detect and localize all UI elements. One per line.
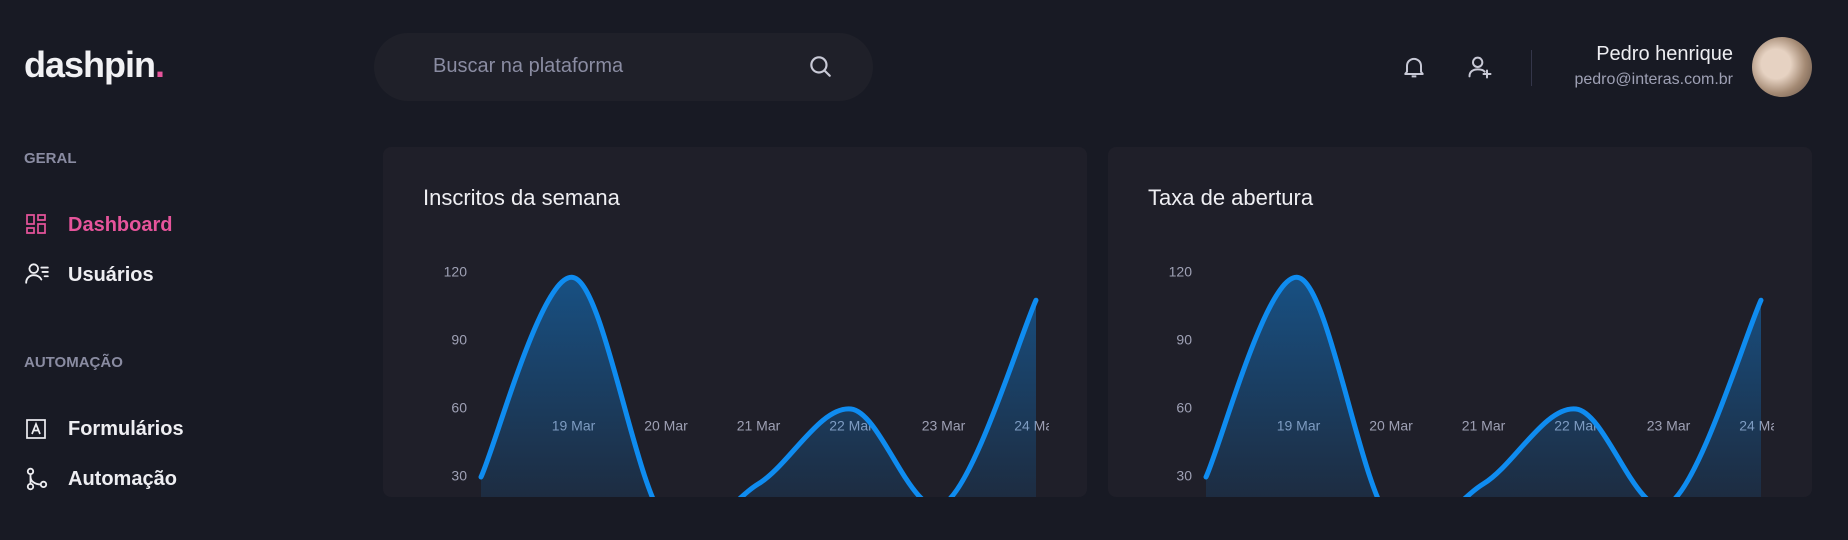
logo[interactable]: dashpin. bbox=[24, 44, 165, 86]
brand-name: dashpin bbox=[24, 44, 156, 85]
y-tick-label: 30 bbox=[451, 468, 467, 484]
y-tick-label: 120 bbox=[444, 264, 468, 280]
search-placeholder: Buscar na plataforma bbox=[433, 55, 624, 77]
user-name: Pedro henrique bbox=[1596, 43, 1733, 65]
search-icon bbox=[810, 56, 831, 77]
brand-dot: . bbox=[155, 44, 165, 85]
x-tick-label: 23 Mar bbox=[922, 418, 966, 434]
x-tick-label: 21 Mar bbox=[737, 418, 781, 434]
dashboard-icon bbox=[26, 214, 46, 234]
line bbox=[478, 275, 1039, 497]
nav-item[interactable]: Formulários bbox=[68, 418, 184, 440]
automation-icon bbox=[26, 467, 48, 491]
y-tick-label: 120 bbox=[1169, 264, 1193, 280]
y-tick-label: 60 bbox=[451, 400, 467, 416]
add-user-icon[interactable] bbox=[1466, 53, 1494, 81]
chart-title: Taxa de abertura bbox=[1148, 185, 1314, 210]
chart-card: Taxa de abertura030609012019 Mar20 Mar21… bbox=[1108, 147, 1812, 497]
y-tick-label: 90 bbox=[1176, 332, 1192, 348]
area bbox=[481, 277, 1036, 497]
nav-item[interactable]: Automação bbox=[68, 468, 177, 490]
x-tick-label: 20 Mar bbox=[644, 418, 688, 434]
avatar[interactable] bbox=[1752, 37, 1812, 97]
y-tick-label: 60 bbox=[1176, 400, 1192, 416]
x-tick-label: 21 Mar bbox=[1462, 418, 1506, 434]
search-box[interactable]: Buscar na plataforma bbox=[374, 33, 873, 101]
forms-icon bbox=[26, 419, 46, 439]
nav-section: GERAL bbox=[24, 150, 77, 167]
x-tick-label: 23 Mar bbox=[1647, 418, 1691, 434]
nav-item[interactable]: Usuários bbox=[68, 264, 154, 286]
y-tick-label: 90 bbox=[451, 332, 467, 348]
nav-section: AUTOMAÇÃO bbox=[24, 354, 123, 371]
users-icon bbox=[25, 263, 49, 284]
user-email: pedro@interas.com.br bbox=[1574, 71, 1733, 88]
nav-item[interactable]: Dashboard bbox=[68, 214, 173, 236]
chart-title: Inscritos da semana bbox=[423, 185, 620, 210]
divider bbox=[1531, 50, 1532, 86]
x-tick-label: 20 Mar bbox=[1369, 418, 1413, 434]
chart-card: Inscritos da semana030609012019 Mar20 Ma… bbox=[383, 147, 1087, 497]
area bbox=[1206, 277, 1761, 497]
line bbox=[1203, 275, 1764, 497]
notifications-icon[interactable] bbox=[1400, 53, 1428, 81]
y-tick-label: 30 bbox=[1176, 468, 1192, 484]
